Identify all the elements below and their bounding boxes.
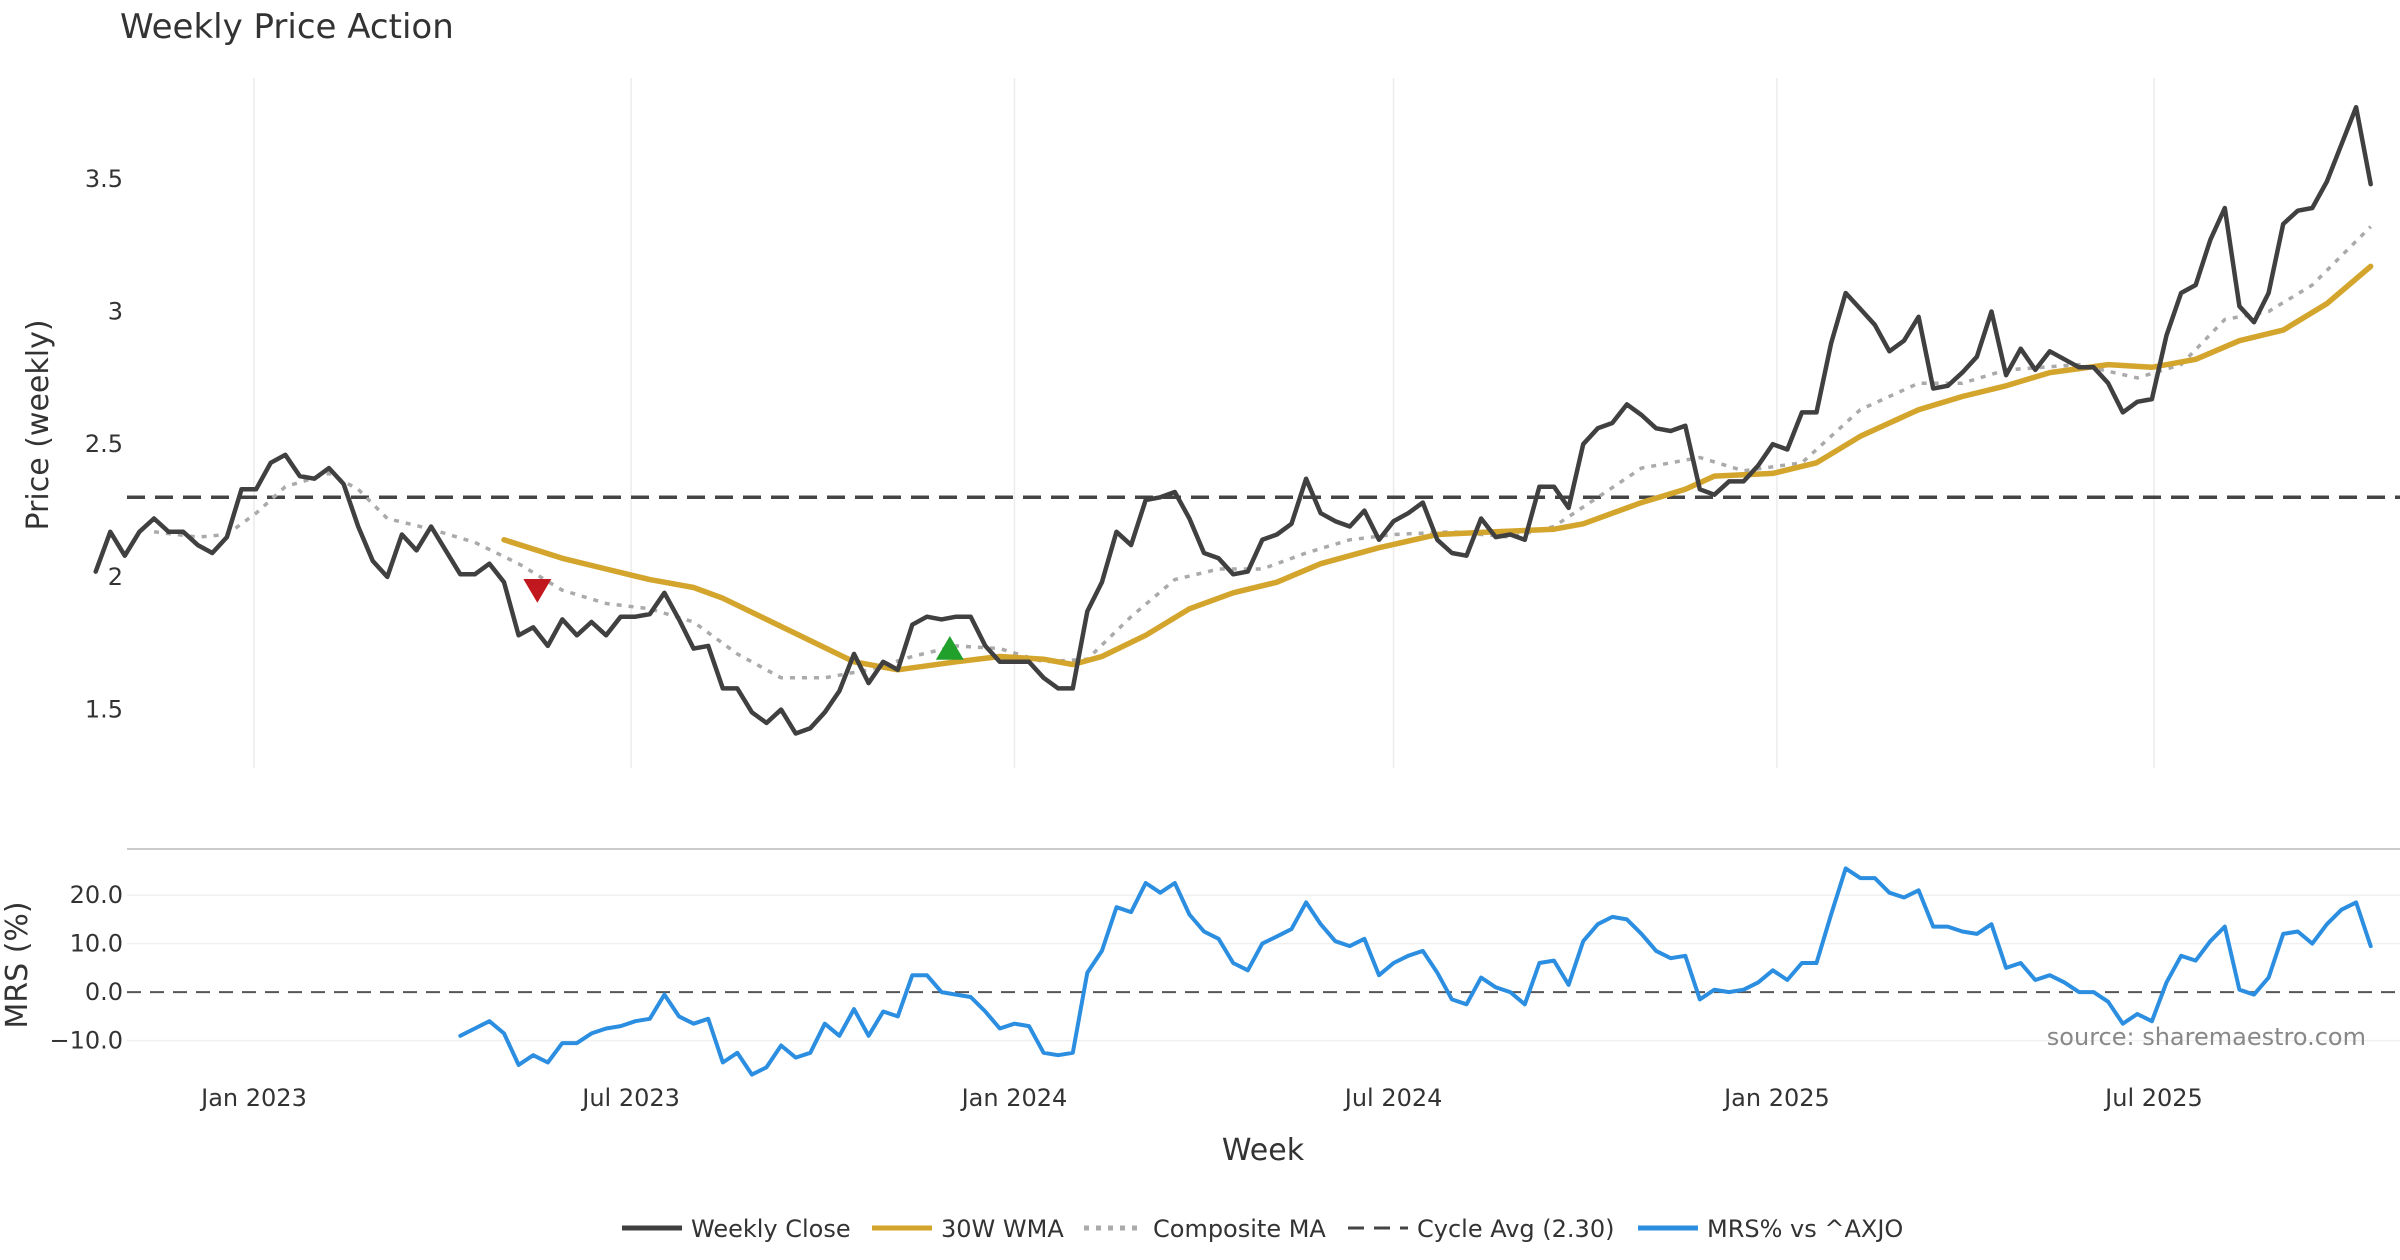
legend-entry: Cycle Avg (2.30) bbox=[1348, 1215, 1614, 1243]
x-tick-label: Jul 2024 bbox=[1343, 1084, 1443, 1112]
mrs-y-tick-label: 0.0 bbox=[85, 978, 123, 1006]
legend-entry: MRS% vs ^AXJO bbox=[1638, 1215, 1903, 1243]
legend-label: Weekly Close bbox=[691, 1215, 851, 1243]
mrs-y-tick-label: −10.0 bbox=[49, 1027, 123, 1055]
price-y-tick-label: 3.5 bbox=[85, 165, 123, 193]
legend-entry: Weekly Close bbox=[622, 1215, 851, 1243]
mrs-series bbox=[458, 866, 2373, 1077]
price-y-tick-label: 2 bbox=[108, 563, 123, 591]
price-y-tick-label: 1.5 bbox=[85, 696, 123, 724]
price-y-tick-label: 3 bbox=[108, 298, 123, 326]
legend-label: Composite MA bbox=[1153, 1215, 1326, 1243]
legend-label: MRS% vs ^AXJO bbox=[1707, 1215, 1903, 1243]
price-y-axis-label: Price (weekly) bbox=[21, 319, 56, 530]
weekly-close-line bbox=[93, 104, 2373, 736]
buy-signal-marker bbox=[935, 635, 964, 660]
sell-signal-marker bbox=[523, 578, 552, 603]
x-tick-label: Jul 2025 bbox=[2103, 1084, 2203, 1112]
mrs-y-tick-label: 20.0 bbox=[70, 881, 123, 909]
x-ticks: Jan 2023 Jul 2023 Jan 2024 Jul 2024 Jan 2025… bbox=[199, 1084, 2203, 1112]
mrs-line bbox=[458, 866, 2373, 1077]
mrs-y-tick-label: 10.0 bbox=[70, 930, 123, 958]
x-tick-label: Jan 2025 bbox=[1722, 1084, 1830, 1112]
x-tick-label: Jan 2024 bbox=[960, 1084, 1068, 1112]
chart-title: Weekly Price Action bbox=[120, 7, 454, 47]
price-series bbox=[93, 104, 2374, 736]
x-axis-label: Week bbox=[1222, 1133, 1305, 1168]
mrs-y-ticks: −10.0 0.0 10.0 20.0 bbox=[49, 881, 123, 1055]
legend-label: 30W WMA bbox=[941, 1215, 1064, 1243]
legend-entry: 30W WMA bbox=[872, 1215, 1064, 1243]
signal-markers bbox=[523, 578, 964, 660]
price-panel-grid bbox=[253, 78, 2155, 768]
legend-label: Cycle Avg (2.30) bbox=[1417, 1215, 1614, 1243]
legend-entry: Composite MA bbox=[1084, 1215, 1326, 1243]
price-y-ticks: 1.5 2 2.5 3 3.5 bbox=[85, 165, 123, 724]
30w-wma-line bbox=[501, 263, 2374, 673]
legend: Weekly Close 30W WMA Composite MA Cycle Avg… bbox=[622, 1215, 1903, 1243]
mrs-y-axis-label: MRS (%) bbox=[0, 901, 35, 1028]
mrs-panel-grid bbox=[127, 894, 2400, 1042]
x-tick-label: Jan 2023 bbox=[199, 1084, 307, 1112]
composite-ma-line bbox=[153, 225, 2372, 680]
price-y-tick-label: 2.5 bbox=[85, 430, 123, 458]
source-annotation: source: sharemaestro.com bbox=[2047, 1023, 2366, 1051]
x-tick-label: Jul 2023 bbox=[580, 1084, 680, 1112]
